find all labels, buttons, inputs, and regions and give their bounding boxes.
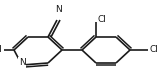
Text: N: N	[55, 5, 61, 14]
Text: Cl: Cl	[98, 15, 107, 25]
Text: Cl: Cl	[0, 46, 2, 55]
Text: Cl: Cl	[150, 46, 159, 55]
Text: N: N	[19, 58, 25, 67]
